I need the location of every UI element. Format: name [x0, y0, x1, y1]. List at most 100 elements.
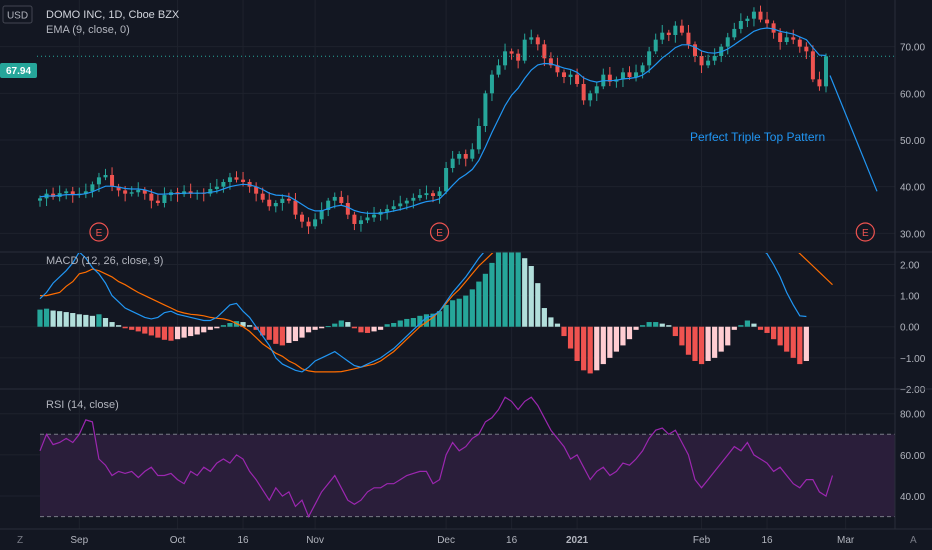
candle-body[interactable] [300, 214, 304, 222]
macd-histogram-bar[interactable] [260, 326, 266, 336]
macd-histogram-bar[interactable] [443, 304, 449, 327]
macd-histogram-bar[interactable] [371, 326, 377, 332]
macd-histogram-bar[interactable] [784, 326, 790, 352]
candle-body[interactable] [693, 44, 697, 56]
candle-body[interactable] [640, 65, 645, 73]
macd-histogram-bar[interactable] [247, 325, 253, 327]
candle-body[interactable] [162, 195, 167, 203]
candle-body[interactable] [83, 191, 88, 194]
candle-body[interactable] [155, 200, 160, 203]
candle-body[interactable] [70, 191, 75, 196]
macd-line[interactable] [39, 233, 807, 373]
candle-body[interactable] [548, 58, 553, 66]
candle-body[interactable] [103, 175, 108, 178]
candle-body[interactable] [699, 56, 704, 66]
macd-histogram-bar[interactable] [738, 325, 744, 327]
candle-body[interactable] [234, 177, 239, 180]
macd-histogram-bar[interactable] [436, 311, 443, 327]
macd-histogram-bar[interactable] [653, 322, 659, 327]
macd-pane[interactable] [37, 233, 833, 374]
macd-histogram-bar[interactable] [515, 252, 521, 327]
candle-body[interactable] [797, 39, 802, 47]
macd-histogram-bar[interactable] [292, 326, 299, 342]
macd-histogram-bar[interactable] [351, 326, 357, 329]
macd-histogram-bar[interactable] [332, 323, 338, 327]
candle-body[interactable] [424, 193, 429, 196]
candle-body[interactable] [594, 86, 599, 94]
macd-histogram-bar[interactable] [391, 322, 397, 327]
macd-histogram-bar[interactable] [509, 252, 515, 327]
macd-histogram-bar[interactable] [299, 326, 305, 338]
candle-body[interactable] [562, 72, 566, 77]
macd-histogram-bar[interactable] [574, 326, 580, 361]
candle-body[interactable] [771, 23, 776, 33]
macd-histogram-bar[interactable] [600, 326, 606, 365]
candle-body[interactable] [254, 186, 259, 194]
candle-body[interactable] [352, 214, 357, 224]
candle-body[interactable] [110, 175, 115, 187]
macd-histogram-bar[interactable] [37, 309, 43, 327]
candle-body[interactable] [90, 184, 95, 192]
macd-histogram-bar[interactable] [777, 326, 783, 346]
timezone-toggle-icon[interactable]: Z [17, 535, 23, 546]
macd-histogram-bar[interactable] [450, 300, 456, 327]
macd-histogram-bar[interactable] [286, 326, 292, 343]
macd-histogram-bar[interactable] [312, 326, 318, 330]
macd-histogram-bar[interactable] [528, 266, 534, 327]
macd-histogram-bar[interactable] [410, 318, 416, 327]
candle-body[interactable] [555, 65, 560, 73]
macd-histogram-bar[interactable] [594, 326, 600, 371]
macd-histogram-bar[interactable] [168, 326, 174, 341]
candle-body[interactable] [129, 192, 134, 194]
candle-body[interactable] [804, 46, 809, 52]
macd-histogram-bar[interactable] [712, 326, 718, 358]
macd-histogram-bar[interactable] [397, 320, 403, 327]
candle-body[interactable] [535, 37, 540, 45]
macd-histogram-bar[interactable] [404, 318, 410, 327]
macd-histogram-bar[interactable] [279, 326, 285, 346]
candle-body[interactable] [149, 193, 154, 201]
ema-legend[interactable]: EMA (9, close, 0) [46, 24, 130, 36]
macd-histogram-bar[interactable] [685, 326, 692, 355]
candle-body[interactable] [332, 196, 337, 201]
macd-histogram-bar[interactable] [646, 322, 652, 327]
macd-histogram-bar[interactable] [548, 317, 554, 327]
candle-body[interactable] [365, 217, 370, 221]
candle-body[interactable] [568, 74, 573, 77]
candle-body[interactable] [188, 191, 193, 194]
candle-body[interactable] [738, 21, 743, 29]
macd-histogram-bar[interactable] [135, 326, 141, 332]
candle-body[interactable] [673, 25, 678, 35]
macd-histogram-bar[interactable] [659, 323, 665, 327]
candle-body[interactable] [306, 221, 311, 227]
candle-body[interactable] [372, 214, 377, 218]
macd-histogram-bar[interactable] [423, 314, 430, 327]
candle-body[interactable] [522, 39, 527, 61]
candle-body[interactable] [221, 182, 226, 187]
macd-histogram-bar[interactable] [482, 273, 488, 327]
candle-body[interactable] [227, 177, 232, 182]
macd-histogram-bar[interactable] [194, 326, 200, 335]
candle-body[interactable] [463, 154, 468, 159]
macd-histogram-bar[interactable] [83, 314, 89, 327]
macd-histogram-bar[interactable] [358, 326, 364, 333]
macd-histogram-bar[interactable] [417, 315, 423, 327]
candle-body[interactable] [483, 93, 488, 126]
macd-histogram-bar[interactable] [181, 326, 187, 338]
macd-histogram-bar[interactable] [633, 326, 639, 330]
candle-body[interactable] [444, 168, 449, 192]
candle-body[interactable] [810, 51, 815, 80]
macd-histogram-bar[interactable] [757, 326, 764, 330]
macd-histogram-bar[interactable] [803, 326, 809, 361]
macd-histogram-bar[interactable] [607, 326, 613, 358]
candle-body[interactable] [529, 37, 534, 40]
candle-body[interactable] [784, 37, 789, 42]
candle-body[interactable] [575, 74, 580, 84]
macd-histogram-bar[interactable] [541, 308, 547, 327]
macd-histogram-bar[interactable] [764, 326, 770, 333]
macd-histogram-bar[interactable] [535, 283, 541, 327]
macd-histogram-bar[interactable] [70, 313, 76, 327]
macd-histogram-bar[interactable] [476, 281, 482, 327]
candle-body[interactable] [411, 197, 416, 201]
